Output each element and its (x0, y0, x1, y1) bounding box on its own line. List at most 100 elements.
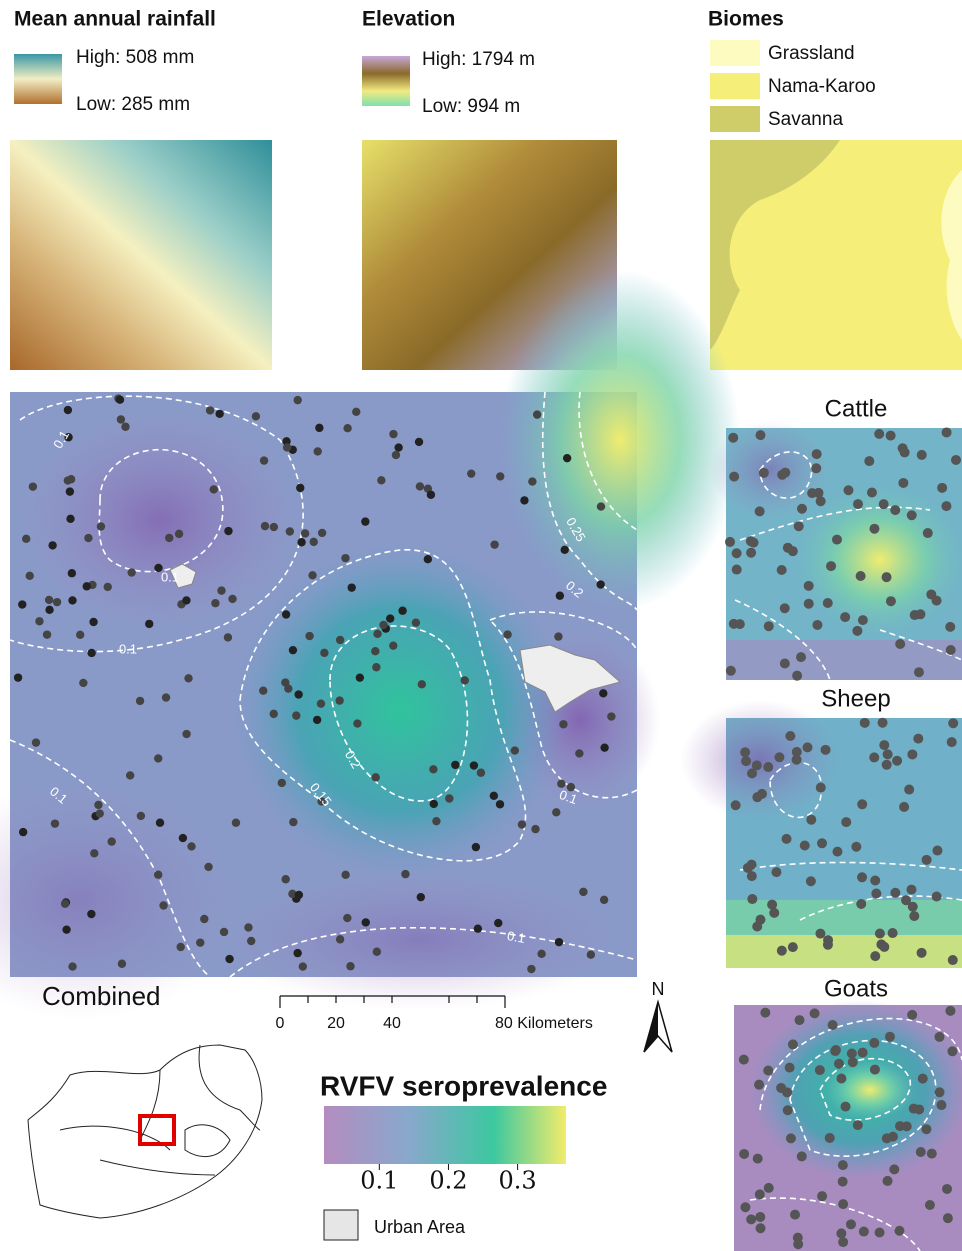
sample-site (753, 1154, 763, 1164)
sample-site (788, 942, 798, 952)
nama-karoo-swatch (710, 73, 760, 99)
sample-site (252, 412, 260, 420)
sample-site (417, 893, 425, 901)
sample-site (921, 1124, 931, 1134)
sample-site (283, 443, 291, 451)
sample-site (729, 472, 739, 482)
sample-site (165, 534, 173, 542)
sample-site (886, 596, 896, 606)
sample-site (600, 896, 608, 904)
figure: Mean annual rainfall High: 508 mm Low: 2… (0, 0, 962, 1251)
sample-site (305, 632, 313, 640)
sample-site (934, 1032, 944, 1042)
sample-site (587, 951, 595, 959)
sample-site (154, 754, 162, 762)
sample-site (870, 1065, 880, 1075)
sample-site (126, 771, 134, 779)
sample-site (946, 645, 956, 655)
sample-site (894, 1226, 904, 1236)
sample-site (740, 1202, 750, 1212)
species-title: Goats (824, 975, 888, 1002)
sample-site (756, 1223, 766, 1233)
combined-map (0, 270, 740, 1020)
sample-site (856, 899, 866, 909)
sample-site (732, 565, 742, 575)
sample-site (804, 599, 814, 609)
sample-site (308, 571, 316, 579)
species-title: Cattle (825, 395, 888, 422)
sample-site (346, 962, 354, 970)
scale-label: 80 Kilometers (495, 1015, 593, 1032)
sample-site (244, 923, 252, 931)
sample-site (740, 747, 750, 757)
sample-site (19, 828, 27, 836)
sample-site (746, 548, 756, 558)
sample-site (503, 630, 511, 638)
sample-site (871, 888, 881, 898)
sample-site (915, 609, 925, 619)
sample-site (815, 1065, 825, 1075)
sample-site (418, 680, 426, 688)
sample-site (870, 951, 880, 961)
sample-site (373, 948, 381, 956)
sample-site (785, 1063, 795, 1073)
sample-site (853, 1120, 863, 1130)
sample-site (596, 580, 604, 588)
sample-site (947, 737, 957, 747)
sample-site (836, 1228, 846, 1238)
sample-site (892, 756, 902, 766)
sample-site (780, 468, 790, 478)
sample-site (741, 756, 751, 766)
sample-site (879, 499, 889, 509)
sample-site (857, 799, 867, 809)
sample-site (757, 789, 767, 799)
sample-site (490, 792, 498, 800)
sample-site (432, 817, 440, 825)
sample-site (121, 423, 129, 431)
sample-site (767, 900, 777, 910)
sample-site (883, 1176, 893, 1186)
sample-site (932, 846, 942, 856)
sample-site (94, 801, 102, 809)
elevation-title: Elevation (362, 8, 455, 31)
sample-site (474, 924, 482, 932)
sample-site (735, 619, 745, 629)
sample-site (836, 1074, 846, 1084)
sample-site (225, 955, 233, 963)
sample-site (556, 592, 564, 600)
sample-site (804, 581, 814, 591)
rainfall-title: Mean annual rainfall (14, 8, 216, 31)
sample-site (293, 949, 301, 957)
sample-site (117, 415, 125, 423)
sample-site (68, 962, 76, 970)
sample-site (907, 749, 917, 759)
biome-map (710, 140, 962, 370)
sample-site (841, 1102, 851, 1112)
sample-site (746, 536, 756, 546)
sample-site (874, 429, 884, 439)
sample-site (803, 742, 813, 752)
sample-site (467, 469, 475, 477)
sample-site (780, 603, 790, 613)
sample-site (137, 812, 145, 820)
sample-site (533, 410, 541, 418)
sample-site (176, 943, 184, 951)
sample-site (335, 696, 343, 704)
sample-site (806, 815, 816, 825)
sample-site (289, 646, 297, 654)
sample-site (206, 406, 214, 414)
sample-site (792, 671, 802, 681)
sample-site (900, 447, 910, 457)
sample-site (807, 488, 817, 498)
sample-site (53, 598, 61, 606)
sample-site (763, 762, 773, 772)
sample-site (788, 546, 798, 556)
sample-site (906, 885, 916, 895)
sample-site (398, 607, 406, 615)
sample-site (187, 842, 195, 850)
sample-site (925, 1200, 935, 1210)
sample-site (858, 1048, 868, 1058)
legend-tick-label: 0.2 (429, 1167, 467, 1195)
sample-site (747, 871, 757, 881)
sample-site (755, 1212, 765, 1222)
